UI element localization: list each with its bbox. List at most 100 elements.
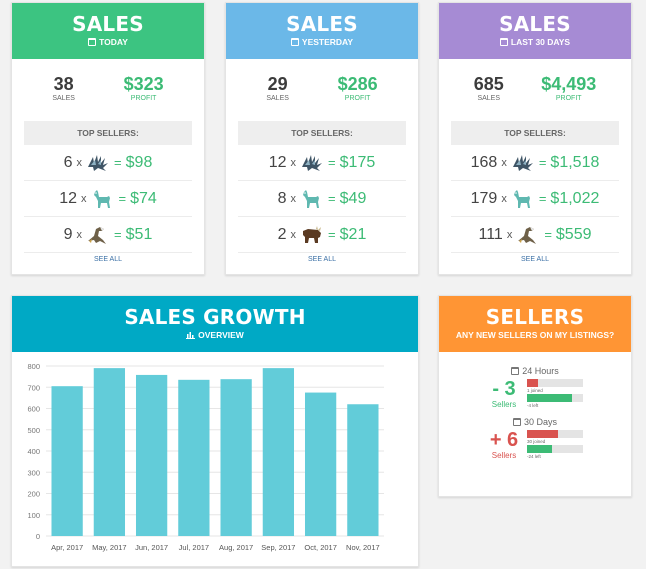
sales-card: SALES LAST 30 DAYS 685 SALES $4,493 PROF… — [438, 2, 632, 275]
top-seller-row[interactable]: 168 x = $1,518 — [451, 145, 619, 181]
top-seller-row[interactable]: 6 x = $98 — [24, 145, 192, 181]
profit-value: $286 — [337, 74, 378, 94]
sales-card-header: SALES YESTERDAY — [226, 3, 418, 59]
seller-quantity: 12 — [59, 189, 77, 207]
see-all-link[interactable]: SEE ALL — [307, 256, 337, 263]
joined-bar — [527, 429, 583, 438]
seller-period: 30 Days + 6 Sellers 30 joined -24 left — [439, 417, 631, 460]
seller-delta-value: + 6 — [489, 429, 519, 451]
sellers-title: SELLERS — [485, 305, 585, 329]
sales-card-title: SALES — [286, 12, 358, 36]
left-caption: -4 left — [527, 402, 539, 408]
times-sign: x — [290, 156, 297, 169]
bar-chart-icon — [186, 332, 196, 339]
seller-amount: $559 — [555, 225, 592, 243]
period-label: 24 Hours — [522, 366, 559, 376]
times-sign: x — [501, 192, 507, 205]
bar — [347, 404, 379, 536]
seller-amount: $49 — [339, 189, 367, 207]
sales-card-period: LAST 30 DAYS — [510, 37, 571, 47]
left-bar — [527, 393, 583, 402]
times-sign: x — [290, 192, 297, 205]
seller-amount: $1,022 — [550, 189, 600, 207]
x-tick-label: Apr, 2017 — [51, 543, 83, 552]
top-seller-row[interactable]: 12 x = $74 — [24, 181, 192, 217]
seller-quantity: 168 — [470, 153, 498, 171]
left-bar — [527, 444, 583, 453]
llama-icon — [511, 189, 535, 209]
joined-caption: 30 joined — [527, 438, 546, 444]
equals-sign: = — [544, 227, 552, 242]
equals-sign: = — [114, 155, 122, 170]
sales-growth-subtitle: OVERVIEW — [198, 330, 244, 340]
top-sellers-heading: TOP SELLERS: — [24, 121, 192, 145]
y-tick-label: 700 — [27, 383, 40, 392]
sales-count: 29 SALES — [266, 73, 289, 121]
y-tick-label: 600 — [27, 405, 40, 414]
bull-icon — [300, 225, 324, 245]
top-sellers-heading: TOP SELLERS: — [451, 121, 619, 145]
x-tick-label: May, 2017 — [92, 543, 126, 552]
seller-delta-value: - 3 — [492, 378, 516, 400]
bar — [220, 379, 252, 536]
y-tick-label: 0 — [36, 532, 40, 541]
left-caption: -24 left — [527, 453, 541, 459]
sales-growth-card: SALES GROWTH OVERVIEW 0 100 200 300 400 500 60… — [11, 295, 419, 567]
seller-bars: 30 joined -24 left — [527, 429, 583, 460]
sales-card-title: SALES — [72, 12, 144, 36]
equals-sign: = — [118, 191, 127, 206]
seller-quantity: 9 — [63, 225, 73, 243]
top-seller-row[interactable]: 12 x = $175 — [238, 145, 406, 181]
sales-growth-title: SALES GROWTH — [124, 305, 306, 329]
seller-quantity: 6 — [63, 153, 73, 171]
dragon-claw-icon — [300, 153, 324, 173]
seller-quantity: 111 — [478, 225, 503, 243]
sales-stats: 38 SALES $323 PROFIT — [12, 59, 204, 121]
dragon-claw-icon — [511, 153, 535, 173]
times-sign: x — [76, 156, 83, 169]
seller-quantity: 8 — [277, 189, 287, 207]
top-seller-row[interactable]: 9 x = $51 — [24, 217, 192, 253]
top-seller-row[interactable]: 111 x = $559 — [451, 217, 619, 253]
sellers-subtitle: ANY NEW SELLERS ON MY LISTINGS? — [455, 330, 615, 340]
top-seller-row[interactable]: 179 x = $1,022 — [451, 181, 619, 217]
times-sign: x — [290, 228, 297, 241]
equals-sign: = — [328, 191, 336, 206]
times-sign: x — [76, 228, 83, 241]
times-sign: x — [501, 156, 507, 169]
y-tick-label: 200 — [27, 490, 40, 499]
sales-count: 38 SALES — [52, 73, 75, 121]
joined-bar — [527, 378, 583, 387]
sellers-card: SELLERS ANY NEW SELLERS ON MY LISTINGS? … — [438, 295, 632, 497]
see-all-link[interactable]: SEE ALL — [93, 256, 123, 263]
y-tick-label: 300 — [27, 468, 40, 477]
sales-count-label: SALES — [477, 95, 501, 102]
sales-count: 685 SALES — [474, 73, 504, 121]
llama-icon — [91, 189, 115, 209]
top-seller-row[interactable]: 8 x = $49 — [238, 181, 406, 217]
top-seller-row[interactable]: 2 x = $21 — [238, 217, 406, 253]
seller-period: 24 Hours - 3 Sellers 1 joined -4 left — [439, 366, 631, 409]
sales-count-value: 38 — [53, 74, 74, 94]
sales-stats: 29 SALES $286 PROFIT — [226, 59, 418, 121]
times-sign: x — [81, 192, 87, 205]
sales-growth-chart: 0 100 200 300 400 500 600 700 800 Apr, 2017 May, 2… — [27, 362, 384, 552]
see-all-link[interactable]: SEE ALL — [520, 256, 550, 263]
calendar-icon — [88, 38, 97, 46]
bar — [51, 386, 83, 536]
eagle-icon — [516, 225, 540, 245]
calendar-icon — [511, 367, 520, 375]
sales-card-period: YESTERDAY — [301, 37, 354, 47]
y-tick-label: 500 — [27, 426, 40, 435]
calendar-icon — [512, 418, 521, 426]
seller-delta: + 6 Sellers — [487, 429, 521, 460]
sales-growth-header: SALES GROWTH OVERVIEW — [12, 296, 418, 352]
equals-sign: = — [328, 227, 336, 242]
sales-card: SALES YESTERDAY 29 SALES $286 PROFIT TOP… — [225, 2, 419, 275]
sales-count-label: SALES — [52, 95, 75, 102]
bar — [178, 379, 210, 536]
seller-amount: $98 — [125, 153, 153, 171]
bar — [262, 368, 295, 536]
calendar-icon — [499, 38, 508, 46]
profit-label: PROFIT — [555, 95, 582, 102]
